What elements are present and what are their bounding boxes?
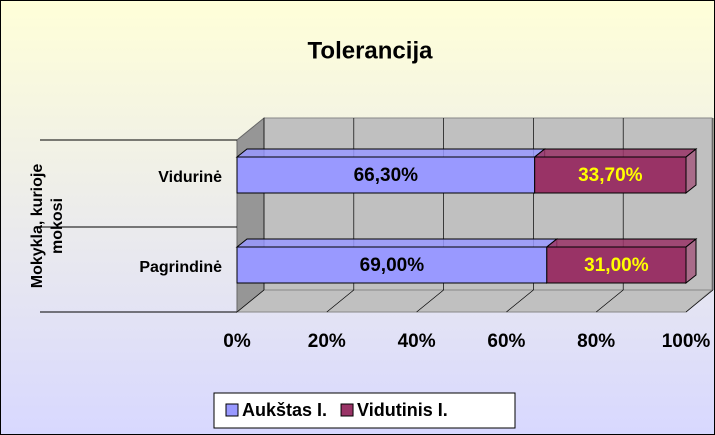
y-tick-label: Vidurinė — [158, 169, 222, 186]
legend-swatch — [340, 403, 354, 417]
y-axis-title: mokosi — [49, 198, 66, 254]
grid-line — [685, 289, 714, 313]
bar-side — [685, 147, 697, 195]
x-tick-label: 60% — [487, 331, 525, 352]
bar-top — [235, 238, 559, 248]
grid-line — [506, 289, 534, 313]
grid-line — [595, 289, 624, 313]
bar — [534, 156, 687, 194]
x-tick-label: 40% — [398, 331, 436, 352]
x-tick-label: 80% — [577, 331, 615, 352]
chart-title: Tolerancija — [308, 37, 434, 64]
data-label: 69,00% — [360, 255, 425, 276]
y-tick-label: Pagrindinė — [139, 259, 222, 276]
floor — [235, 289, 714, 313]
legend-label: Aukštas I. — [242, 400, 327, 420]
bar — [236, 246, 548, 284]
grid-line — [326, 289, 355, 313]
legend-swatch — [225, 403, 239, 417]
legend — [213, 392, 516, 429]
y-axis-title: Mokykla, kurioje — [29, 164, 46, 289]
legend-label: Vidutinis I. — [357, 400, 448, 420]
x-tick-label: 20% — [308, 331, 346, 352]
x-tick-label: 100% — [662, 331, 711, 352]
bar-top — [235, 148, 547, 158]
bar-side — [685, 237, 697, 285]
data-label: 66,30% — [354, 165, 419, 186]
bar — [546, 246, 687, 284]
bar-top — [545, 238, 698, 248]
grid-line — [416, 289, 444, 313]
bar-top — [533, 148, 698, 158]
x-tick-label: 0% — [223, 331, 251, 352]
data-label: 33,70% — [578, 165, 643, 186]
bar — [236, 156, 536, 194]
data-label: 31,00% — [584, 255, 649, 276]
grid-line — [236, 289, 265, 313]
